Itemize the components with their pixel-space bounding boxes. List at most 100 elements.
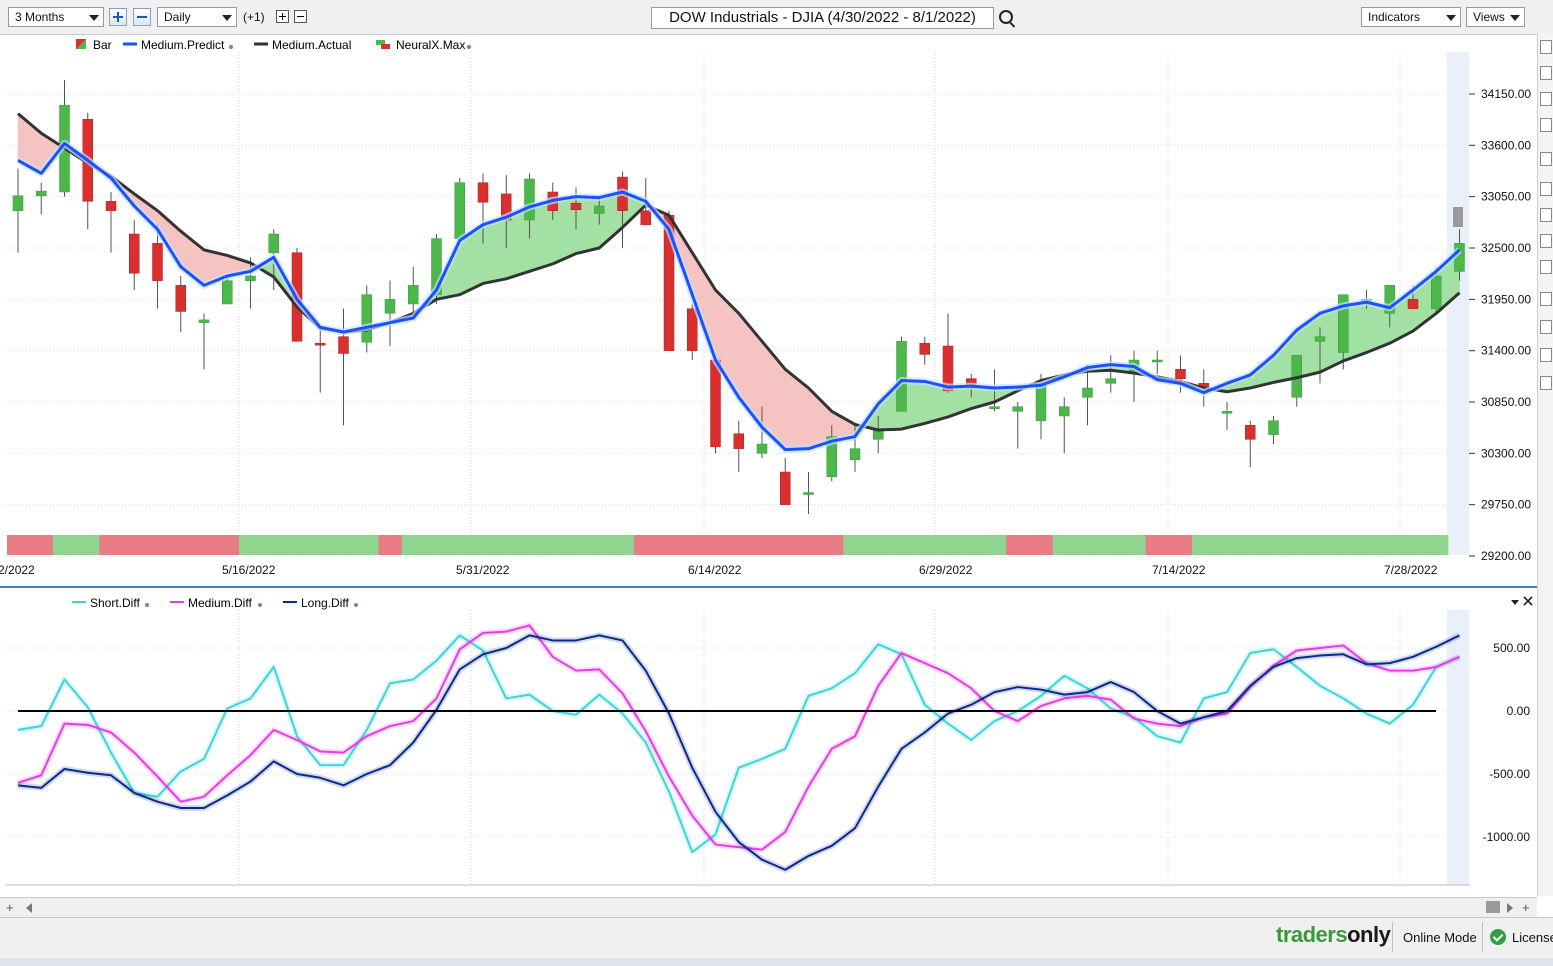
candle: [152, 243, 163, 281]
add-panel-icon[interactable]: +: [6, 900, 14, 915]
signal-cell: [982, 535, 1007, 555]
offset-label: (+1): [243, 10, 265, 24]
signal-cell: [1029, 535, 1054, 555]
offset-increase-button[interactable]: [276, 10, 289, 23]
tool-button-6[interactable]: [1540, 182, 1552, 196]
tool-button-1[interactable]: [1540, 40, 1552, 54]
minus-icon: [137, 16, 147, 18]
tool-button-8[interactable]: [1540, 234, 1552, 248]
chart-canvas[interactable]: 34150.00 33600.00 33050.00 32500.00 31950.00…: [0, 34, 1553, 896]
legend-long-diff: Long.Diff: [301, 596, 349, 610]
candle: [1407, 299, 1419, 309]
candle: [1059, 406, 1070, 417]
os-taskbar: [0, 958, 1553, 966]
close-panel-icon[interactable]: [1523, 596, 1533, 606]
signal-cell: [796, 535, 821, 555]
diff-axis: 500.00 0.00 -500.00 -1000.00: [1483, 641, 1531, 844]
diff-tick-label: -500.00: [1489, 767, 1530, 781]
signal-cell: [1238, 535, 1263, 555]
tool-button-11[interactable]: [1540, 320, 1552, 334]
tool-button-5[interactable]: [1540, 152, 1552, 166]
signal-cell: [471, 535, 496, 555]
price-tick-label: 34150.00: [1481, 87, 1531, 101]
candle: [594, 205, 605, 214]
price-tick-label: 33600.00: [1481, 138, 1531, 152]
price-panel[interactable]: [5, 40, 1538, 588]
candle: [1338, 294, 1349, 353]
tool-button-3[interactable]: [1540, 92, 1552, 106]
minus-icon: [297, 16, 304, 17]
signal-cell: [1285, 535, 1309, 555]
zoom-out-button[interactable]: [133, 8, 151, 26]
scroll-left-icon[interactable]: [26, 903, 32, 913]
scroll-right-icon[interactable]: [1507, 903, 1513, 913]
signal-cell: [913, 535, 937, 555]
zoom-in-button[interactable]: [109, 8, 127, 26]
candle: [803, 492, 814, 495]
price-tick-label: 31400.00: [1481, 344, 1531, 358]
online-mode-status[interactable]: Online Mode: [1403, 930, 1477, 945]
price-tick-label: 31950.00: [1481, 292, 1531, 306]
panel-menu-icon[interactable]: [1511, 600, 1519, 605]
signal-cell: [1052, 535, 1077, 555]
search-icon[interactable]: [999, 10, 1013, 24]
tool-button-7[interactable]: [1540, 208, 1552, 222]
diff-lines: [17, 622, 1461, 873]
symbol-title[interactable]: DOW Industrials - DJIA (4/30/2022 - 8/1/…: [651, 7, 994, 29]
price-scroll-thumb[interactable]: [1453, 207, 1463, 227]
date-tick-label: 5/31/2022: [456, 563, 510, 577]
tool-button-12[interactable]: [1540, 348, 1552, 362]
signal-cell: [424, 535, 449, 555]
legend-medium-predict: Medium.Predict: [141, 38, 225, 52]
license-status[interactable]: License: [1512, 930, 1553, 945]
diff-panel[interactable]: [5, 590, 1538, 895]
tool-button-4[interactable]: [1540, 118, 1552, 132]
signal-cell: [1401, 535, 1426, 555]
right-margin-shade: [1447, 52, 1469, 555]
candle: [36, 190, 47, 196]
candle: [942, 345, 954, 392]
interval-select[interactable]: Daily: [157, 7, 237, 27]
signal-cell: [169, 535, 193, 555]
period-value: 3 Months: [15, 10, 65, 24]
candle: [454, 182, 465, 239]
views-dropdown[interactable]: Views: [1466, 7, 1525, 27]
tool-button-10[interactable]: [1540, 292, 1552, 306]
signal-cell: [145, 535, 170, 555]
candle: [222, 280, 233, 305]
horizontal-scrollbar[interactable]: + +: [0, 897, 1537, 918]
indicators-dropdown[interactable]: Indicators: [1361, 7, 1461, 27]
period-select[interactable]: 3 Months: [8, 7, 104, 27]
candle: [1175, 369, 1186, 379]
candle: [175, 285, 186, 312]
candle: [733, 433, 744, 449]
indicators-label: Indicators: [1368, 10, 1421, 24]
legend-neuralx-max: NeuralX.Max: [396, 38, 465, 52]
signal-cell: [680, 535, 705, 555]
price-tick-label: 30850.00: [1481, 395, 1531, 409]
signal-cell: [773, 535, 798, 555]
diff-tick-label: 500.00: [1493, 641, 1530, 655]
signal-cell: [727, 535, 751, 555]
offset-decrease-button[interactable]: [294, 10, 307, 23]
candle: [849, 448, 861, 461]
candle: [129, 233, 140, 274]
signal-cell: [703, 535, 728, 555]
right-tool-strip: [1537, 34, 1553, 896]
signal-cell: [959, 535, 984, 555]
candle: [896, 341, 907, 412]
price-lines: [16, 112, 1462, 454]
signal-cell: [1424, 535, 1449, 555]
chevron-down-icon: [89, 15, 99, 21]
scroll-thumb[interactable]: [1486, 901, 1500, 913]
signal-cell: [448, 535, 472, 555]
candle: [1431, 275, 1442, 309]
tool-button-2[interactable]: [1540, 66, 1552, 80]
tool-button-13[interactable]: [1540, 376, 1552, 390]
tool-button-9[interactable]: [1540, 260, 1552, 274]
signal-cell: [1308, 535, 1333, 555]
signal-cell: [657, 535, 682, 555]
zoom-plus-icon[interactable]: +: [1522, 900, 1530, 915]
signal-cell: [192, 535, 217, 555]
signal-cell: [1354, 535, 1379, 555]
